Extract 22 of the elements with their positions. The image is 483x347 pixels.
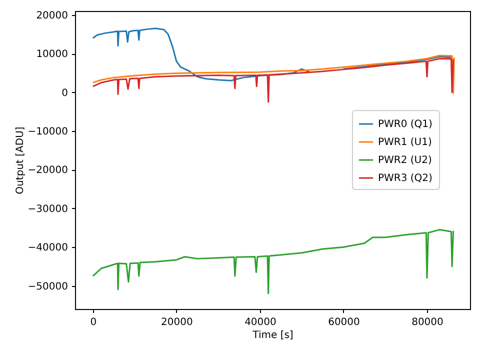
line-series bbox=[92, 228, 454, 294]
line-series bbox=[92, 54, 455, 94]
legend-label: PWR3 (Q2) bbox=[378, 173, 433, 184]
y-tick-label: −30000 bbox=[28, 204, 68, 215]
y-tick-label: 0 bbox=[62, 88, 68, 99]
line-series bbox=[92, 58, 454, 103]
y-tick-label: −10000 bbox=[28, 126, 68, 138]
x-tick-label: 20000 bbox=[161, 317, 193, 328]
x-tick-label: 80000 bbox=[412, 317, 444, 328]
y-axis-title: Output [ADU] bbox=[14, 126, 26, 194]
x-tick-label: 40000 bbox=[244, 317, 276, 328]
y-tick-label: −20000 bbox=[28, 165, 68, 176]
x-tick-label: 0 bbox=[90, 317, 97, 328]
legend-label: PWR1 (U1) bbox=[378, 137, 432, 148]
x-axis-title: Time [s] bbox=[252, 330, 294, 341]
y-tick-label: −50000 bbox=[28, 281, 68, 292]
y-tick-label: 20000 bbox=[36, 10, 68, 22]
y-tick-label: 10000 bbox=[36, 49, 68, 60]
legend-label: PWR2 (U2) bbox=[378, 155, 432, 166]
legend-label: PWR0 (Q1) bbox=[378, 119, 433, 130]
y-tick-label: −40000 bbox=[28, 242, 68, 254]
x-tick-label: 60000 bbox=[328, 317, 360, 328]
